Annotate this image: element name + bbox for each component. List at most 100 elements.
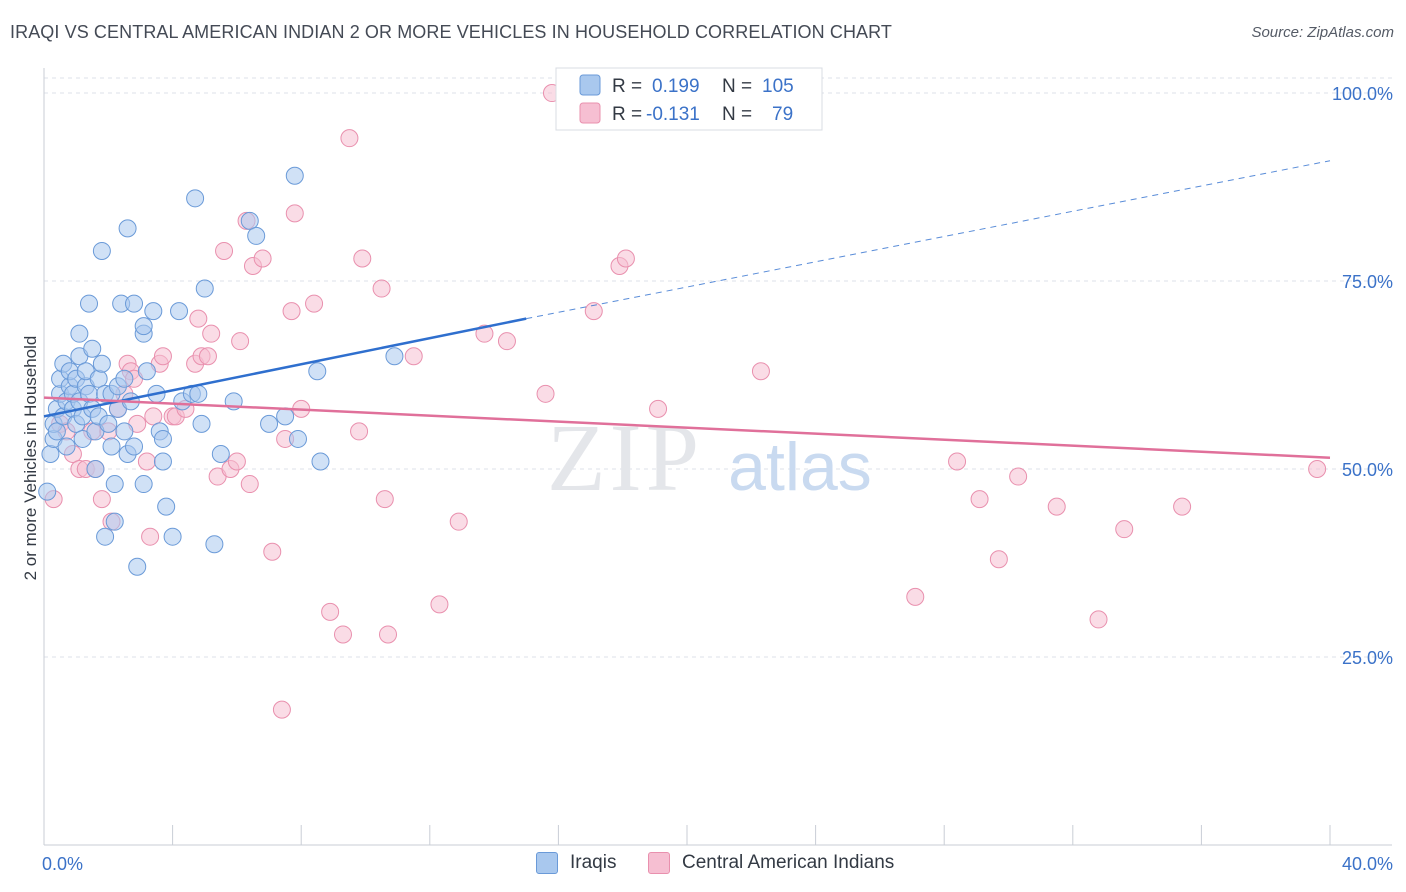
tick-labels: 25.0% 50.0% 75.0% 100.0% 0.0% 40.0% bbox=[42, 84, 1393, 874]
legend-box: R = 0.199 N = 105 R = -0.131 N = 79 bbox=[555, 67, 823, 131]
iraqi-point bbox=[134, 317, 153, 336]
iraqi-point bbox=[80, 294, 99, 313]
iraqi-point bbox=[153, 429, 172, 448]
cai-point bbox=[616, 249, 635, 268]
cai-point bbox=[372, 279, 391, 298]
iraqi-point bbox=[57, 437, 76, 456]
watermark-zip: ZIP bbox=[547, 404, 703, 511]
iraqi-point bbox=[192, 414, 211, 433]
cai-point bbox=[137, 452, 156, 471]
trend-lines bbox=[43, 160, 1331, 459]
iraqi-point bbox=[86, 460, 105, 479]
cai-point bbox=[379, 625, 398, 644]
y-tick-label: 75.0% bbox=[1342, 272, 1393, 292]
legend-n-value-1: 105 bbox=[762, 76, 794, 97]
iraqi-point bbox=[157, 497, 176, 516]
cai-point bbox=[305, 294, 324, 313]
iraqi-point bbox=[144, 302, 163, 321]
cai-point bbox=[970, 490, 989, 509]
cai-trend-line bbox=[43, 396, 1331, 459]
legend-swatch-iraqis bbox=[579, 74, 601, 96]
cai-point bbox=[353, 249, 372, 268]
iraqi-point bbox=[128, 557, 147, 576]
cai-point bbox=[350, 422, 369, 441]
cai-point bbox=[449, 512, 468, 531]
iraqi-point bbox=[247, 226, 266, 245]
iraqi-point bbox=[99, 414, 118, 433]
iraqi-point bbox=[260, 414, 279, 433]
iraqi-point bbox=[308, 362, 327, 381]
legend-n-label-1: N = bbox=[722, 76, 752, 97]
cai-point bbox=[430, 595, 449, 614]
cai-point bbox=[497, 332, 516, 351]
cai-point bbox=[989, 550, 1008, 569]
legend-item-iraqis: Iraqis bbox=[536, 852, 616, 874]
iraqi-point bbox=[102, 437, 121, 456]
cai-point bbox=[240, 475, 259, 494]
y-tick-label: 50.0% bbox=[1342, 460, 1393, 480]
source-credit: Source: ZipAtlas.com bbox=[1251, 24, 1394, 41]
iraqi-point bbox=[288, 429, 307, 448]
legend-r-value-1: 0.199 bbox=[652, 76, 700, 97]
legend-label-iraqis: Iraqis bbox=[570, 852, 617, 873]
iraqi-point bbox=[105, 512, 124, 531]
cai-point bbox=[272, 700, 291, 719]
iraqi-point bbox=[240, 211, 259, 230]
axes bbox=[43, 68, 1392, 846]
legend-label-cai: Central American Indians bbox=[682, 852, 895, 873]
cai-point bbox=[948, 452, 967, 471]
iraqi-point bbox=[92, 241, 111, 260]
iraqi-point bbox=[311, 452, 330, 471]
cai-point bbox=[584, 302, 603, 321]
cai-point bbox=[285, 204, 304, 223]
iraqi-point bbox=[105, 475, 124, 494]
cai-point bbox=[649, 399, 668, 418]
watermark: ZIP atlas bbox=[547, 404, 872, 511]
iraqi-point bbox=[134, 475, 153, 494]
cai-point bbox=[751, 362, 770, 381]
legend-n-value-2: 79 bbox=[772, 104, 793, 125]
legend-r-label-1: R = bbox=[612, 76, 642, 97]
iraqi-point bbox=[186, 189, 205, 208]
iraqis-points bbox=[38, 166, 404, 576]
iraqi-point bbox=[385, 347, 404, 366]
watermark-atlas: atlas bbox=[728, 429, 872, 505]
iraqi-point bbox=[115, 369, 134, 388]
y-tick-label: 25.0% bbox=[1342, 648, 1393, 668]
iraqi-point bbox=[189, 384, 208, 403]
bottom-legend: Iraqis Central American Indians bbox=[0, 852, 1406, 878]
cai-point bbox=[375, 490, 394, 509]
cai-point bbox=[282, 302, 301, 321]
iraqi-point bbox=[195, 279, 214, 298]
y-tick-label: 100.0% bbox=[1332, 84, 1393, 104]
x-tick-label-min: 0.0% bbox=[42, 854, 83, 874]
iraqis-swatch bbox=[536, 852, 558, 874]
cai-point bbox=[1089, 610, 1108, 629]
cai-point bbox=[227, 452, 246, 471]
iraqi-point bbox=[205, 535, 224, 554]
legend-r-label-2: R = bbox=[612, 104, 642, 125]
iraqi-point bbox=[211, 444, 230, 463]
iraqi-point bbox=[137, 362, 156, 381]
cai-point bbox=[263, 542, 282, 561]
legend-r-value-2: -0.131 bbox=[646, 104, 700, 125]
iraqis-trend-extension bbox=[526, 160, 1331, 320]
iraqi-point bbox=[83, 339, 102, 358]
cai-point bbox=[144, 407, 163, 426]
iraqi-point bbox=[41, 444, 60, 463]
iraqi-point bbox=[153, 452, 172, 471]
cai-swatch bbox=[648, 852, 670, 874]
cai-point bbox=[1308, 460, 1327, 479]
iraqi-point bbox=[170, 302, 189, 321]
iraqi-point bbox=[89, 369, 108, 388]
gridlines bbox=[44, 77, 1392, 658]
cai-point bbox=[202, 324, 221, 343]
cai-point bbox=[536, 384, 555, 403]
iraqi-point bbox=[92, 354, 111, 373]
iraqis-trend-line bbox=[43, 317, 527, 418]
iraqi-point bbox=[38, 482, 57, 501]
cai-point bbox=[253, 249, 272, 268]
cai-point bbox=[141, 527, 160, 546]
chart-title: IRAQI VS CENTRAL AMERICAN INDIAN 2 OR MO… bbox=[10, 22, 893, 42]
